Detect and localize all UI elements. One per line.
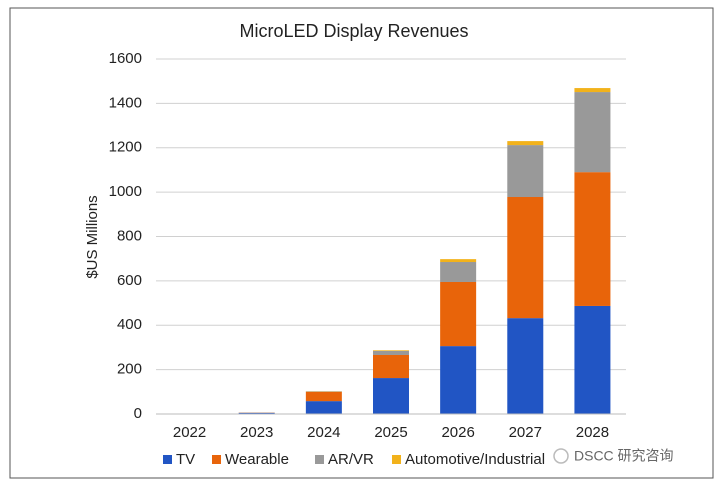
legend-label: Wearable: [225, 451, 289, 468]
plot-area: 0 200 400 600 800 1000 1200 1400 1600 2022 2023 202…: [109, 50, 626, 441]
bar-segment: [574, 305, 611, 414]
watermark-icon: [553, 448, 569, 464]
bar-segment: [440, 259, 477, 263]
x-tick-label: 2023: [240, 424, 273, 441]
y-tick-label: 200: [117, 361, 142, 378]
bar-segment: [238, 412, 275, 414]
y-tick-label: 0: [134, 405, 142, 422]
x-tick-label: 2024: [307, 424, 340, 441]
bar-segment: [507, 141, 544, 146]
legend-swatch: [163, 455, 172, 464]
x-tick-label: 2026: [441, 424, 474, 441]
bar-segment: [373, 350, 409, 351]
chart-title: MicroLED Display Revenues: [239, 21, 468, 41]
bar-segment: [574, 172, 611, 306]
legend-swatch: [212, 455, 221, 464]
bar-segment: [507, 197, 544, 319]
bar-segment: [373, 378, 409, 414]
y-tick-label: 400: [117, 316, 142, 333]
legend-label: TV: [176, 451, 195, 468]
bar-segment: [305, 401, 342, 414]
bar-segment: [373, 350, 409, 355]
bar-segment: [574, 88, 611, 93]
bar-segment: [440, 281, 477, 347]
y-tick-label: 800: [117, 227, 142, 244]
y-tick-label: 1600: [109, 50, 142, 67]
bar-segment: [574, 92, 611, 173]
legend-label: AR/VR: [328, 451, 374, 468]
x-tick-label: 2028: [576, 424, 609, 441]
y-tick-label: 600: [117, 272, 142, 289]
legend-swatch: [392, 455, 401, 464]
x-tick-label: 2022: [173, 424, 206, 441]
bar-segment: [440, 346, 477, 414]
x-tick-label: 2027: [509, 424, 542, 441]
legend: TV Wearable AR/VR Automotive/Industrial: [163, 451, 545, 468]
y-tick-label: 1000: [109, 183, 142, 200]
bar-segment: [507, 318, 544, 414]
legend-swatch: [315, 455, 324, 464]
bar-segment: [440, 262, 477, 282]
y-tick-label: 1200: [109, 139, 142, 156]
y-tick-label: 1400: [109, 94, 142, 111]
watermark: DSCC 研究咨询: [574, 448, 674, 464]
bar-segment: [507, 145, 544, 198]
y-axis-label: $US Millions: [84, 195, 101, 278]
bar-segment: [305, 391, 342, 402]
x-tick-label: 2025: [374, 424, 407, 441]
bar-segment: [373, 354, 409, 379]
legend-label: Automotive/Industrial: [405, 451, 545, 468]
